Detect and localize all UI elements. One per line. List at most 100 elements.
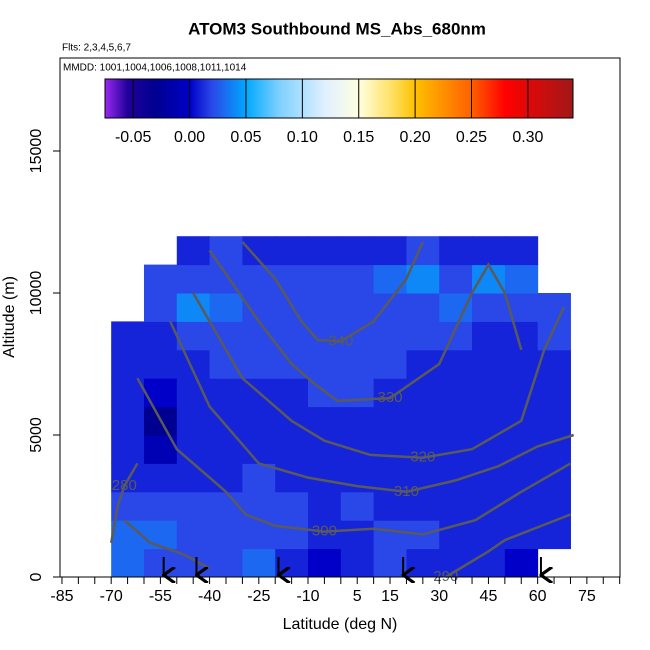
heatmap-cell [275, 491, 309, 521]
heatmap-cell [143, 463, 178, 493]
heatmap-cell [340, 520, 375, 550]
heatmap-cell [439, 463, 473, 493]
heatmap-cell [111, 520, 145, 550]
heatmap-cell [111, 548, 145, 578]
heatmap-cell [308, 293, 342, 322]
heatmap-cell [340, 378, 375, 408]
heatmap-cell [373, 349, 407, 379]
heatmap-cell [472, 463, 506, 493]
heatmap-cell [340, 435, 375, 464]
heatmap-cell [111, 349, 145, 379]
heatmap-cell [439, 378, 473, 408]
heatmap-cell [275, 520, 309, 550]
heatmap-cell [209, 349, 243, 379]
colorbar-tick-label: 0.20 [400, 129, 431, 146]
heatmap-cell [111, 406, 145, 436]
heatmap-cell [472, 293, 506, 322]
heatmap-cell [504, 236, 539, 266]
heatmap-cell [308, 236, 342, 266]
heatmap-cell [209, 321, 243, 351]
heatmap-cell [537, 406, 571, 436]
heatmap-cell [176, 491, 211, 521]
contour-line [241, 241, 424, 343]
heatmap-cell [308, 435, 342, 464]
heatmap-cell [176, 520, 211, 550]
heatmap-cell [176, 463, 211, 493]
heatmap-cell [406, 236, 440, 266]
heatmap-cell [537, 378, 571, 408]
heatmap-cell [143, 491, 178, 521]
heatmap-cell [275, 321, 309, 351]
heatmap-cell [275, 435, 309, 464]
heatmap-cell [373, 236, 407, 266]
heatmap-cell [275, 548, 309, 578]
heatmap-cell [373, 491, 407, 521]
heatmap-cell [340, 548, 375, 578]
x-tick-label: 5 [353, 588, 362, 605]
heatmap-cell [209, 236, 243, 266]
plot-frame [59, 57, 621, 578]
heatmap-cell [472, 321, 506, 351]
heatmap-cell [439, 264, 473, 294]
heatmap-cell [143, 293, 178, 322]
heatmap-cell [308, 520, 342, 550]
heatmap [111, 236, 571, 578]
heatmap-cell [406, 293, 440, 322]
heatmap-cell [308, 264, 342, 294]
heatmap-cell [340, 491, 375, 521]
heatmap-cell [242, 406, 276, 436]
contour-label: 300 [312, 523, 337, 540]
contour-label: 290 [433, 568, 458, 585]
x-tick-label: -40 [198, 588, 221, 605]
colorbar-tick-label: 0.05 [230, 129, 261, 146]
heatmap-cell [176, 406, 211, 436]
colorbar-tick-label: 0.10 [287, 129, 318, 146]
heatmap-cell [373, 264, 407, 294]
heatmap-cell [111, 321, 145, 351]
contour-line [208, 249, 523, 403]
heatmap-cell [242, 264, 276, 294]
contour-line [136, 377, 572, 536]
contour-label: 330 [378, 389, 403, 406]
heatmap-cell [242, 463, 276, 493]
heatmap-cell [406, 264, 440, 294]
heatmap-cell [472, 236, 506, 266]
heatmap-cell [275, 236, 309, 266]
heatmap-cell [242, 293, 276, 322]
heatmap-cell [209, 548, 243, 578]
contour-line [169, 320, 575, 494]
heatmap-cell [373, 520, 407, 550]
heatmap-cell [373, 293, 407, 322]
heatmap-cell [373, 378, 407, 408]
heatmap-cell [504, 349, 539, 379]
heatmap-cell [308, 349, 342, 379]
contour-label: 340 [328, 332, 353, 349]
colorbar-tick-label: 0.25 [456, 129, 487, 146]
heatmap-cell [176, 236, 211, 266]
heatmap-cell [308, 406, 342, 436]
heatmap-cell [209, 463, 243, 493]
contour-label: 320 [410, 449, 435, 466]
y-tick-label: 5000 [28, 417, 45, 453]
x-tick-label: -70 [100, 588, 123, 605]
y-tick-label: 10000 [28, 271, 45, 316]
heatmap-cell [472, 264, 506, 294]
x-tick-label: 60 [529, 588, 547, 605]
chart-title: ATOM3 Southbound MS_Abs_680nm [188, 19, 486, 38]
colorbar [104, 78, 574, 119]
x-tick-label: 45 [480, 588, 498, 605]
x-tick-label: -55 [149, 588, 172, 605]
heatmap-cell [537, 293, 571, 322]
heatmap-cell [472, 406, 506, 436]
heatmap-cell [373, 548, 407, 578]
heatmap-cell [439, 406, 473, 436]
heatmap-cell [242, 548, 276, 578]
heatmap-cell [406, 491, 440, 521]
heatmap-cell [176, 264, 211, 294]
heatmap-cell [209, 293, 243, 322]
heatmap-cell [504, 463, 539, 493]
x-tick-label: 30 [430, 588, 448, 605]
heatmap-cell [439, 491, 473, 521]
heatmap-cell [176, 378, 211, 408]
